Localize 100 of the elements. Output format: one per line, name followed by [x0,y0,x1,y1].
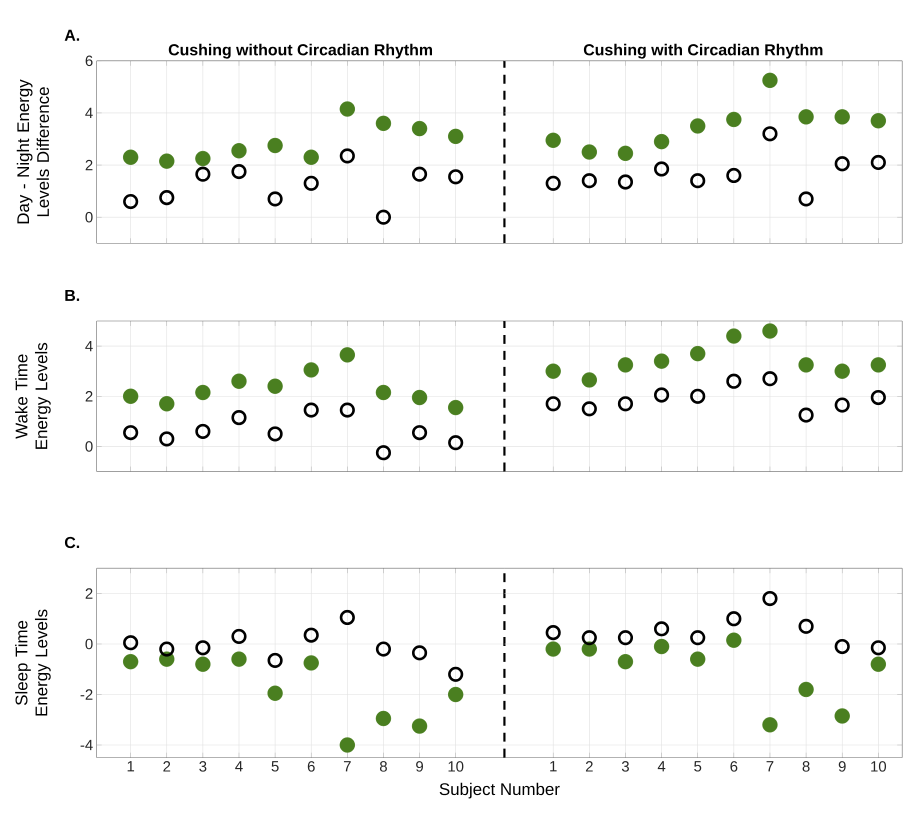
point [798,191,814,206]
point [762,590,778,606]
point [159,641,174,656]
x-tick-label: 6 [730,760,738,772]
x-tick-label: 1 [550,760,557,772]
point [654,161,670,176]
point [582,630,597,646]
x-tick-label: 8 [802,760,810,772]
point [268,652,283,668]
point [376,384,392,400]
point [654,638,670,654]
point [195,166,210,182]
chart-title: A. [64,30,80,40]
point [582,172,597,188]
point [304,176,319,191]
point [376,444,392,460]
point [268,191,283,206]
point [762,323,778,338]
point [618,174,634,190]
point [870,112,886,128]
y-tick-label: 0 [85,440,93,452]
point [412,390,428,405]
point [159,153,174,169]
point [582,401,597,416]
point [122,654,138,670]
point [340,346,356,362]
point [231,142,247,158]
x-axis-title: Subject Number [440,782,560,798]
x-tick-label: 5 [694,760,702,772]
point [654,387,670,402]
point [231,628,247,644]
point [546,624,561,640]
point [159,190,174,205]
point [340,101,356,116]
point [448,434,464,450]
point [870,154,886,170]
point [618,630,634,646]
point [654,353,670,369]
point [304,402,319,418]
x-tick-label: 8 [380,760,387,772]
point [654,621,670,636]
y-tick-label: 0 [85,212,93,222]
point [546,396,561,412]
point [654,134,670,150]
point [412,718,428,734]
point [376,115,392,131]
point [798,407,814,422]
y-tick-label: 4 [85,340,93,351]
y-axis-title: Day - Night Energy Levels Difference [16,79,50,224]
point [798,357,814,372]
point [304,627,319,643]
point [762,72,778,88]
point [546,363,561,379]
point [582,372,598,388]
point [834,156,850,172]
point [376,641,392,656]
point [690,388,706,404]
point [726,610,742,626]
point [870,640,886,656]
point [267,138,283,153]
y-tick-label: 4 [85,108,93,118]
point [123,424,138,440]
point [582,144,598,160]
x-tick-label: 5 [272,760,279,772]
text: Cushing without Circadian Rhythm [168,44,432,58]
point [231,164,247,179]
x-tick-label: 7 [766,760,774,772]
point [123,634,138,650]
point [726,112,742,127]
point [267,378,283,394]
x-tick-label: 7 [344,760,351,772]
point [726,168,742,183]
point [412,424,428,440]
point [268,426,283,442]
point [448,686,464,702]
point [304,362,319,378]
x-tick-label: 6 [308,760,315,772]
x-tick-label: 10 [871,760,886,772]
x-tick-label: 2 [163,760,170,772]
point [412,120,428,136]
y-tick-label: 6 [86,55,93,66]
point [448,128,464,144]
point [448,400,464,416]
point [690,630,706,646]
point [159,396,174,412]
point [690,118,706,134]
point [340,610,355,625]
point [798,108,814,124]
point [834,363,850,379]
point [834,638,850,654]
point [231,410,247,425]
point [195,150,211,166]
y-tick-label: 2 [86,160,92,170]
point [195,384,211,400]
point [304,149,319,165]
point [412,166,428,182]
point [798,618,814,634]
point [762,716,778,732]
point [762,370,778,386]
point [122,388,138,404]
